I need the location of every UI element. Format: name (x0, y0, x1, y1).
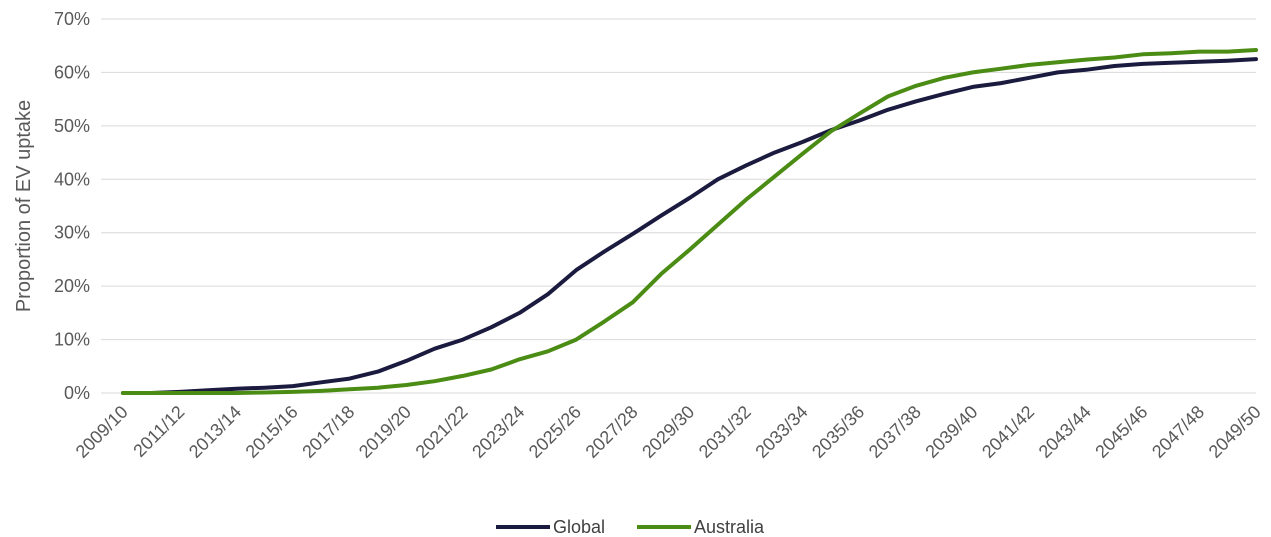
x-tick-label: 2047/48 (1148, 402, 1208, 462)
x-tick-label: 2015/16 (242, 402, 302, 462)
x-tick-label: 2009/10 (72, 402, 132, 462)
x-tick-label: 2025/26 (525, 402, 585, 462)
x-tick-label: 2037/38 (865, 402, 925, 462)
y-tick-label: 60% (54, 62, 90, 82)
series-lines (121, 48, 1258, 395)
x-tick-label: 2043/44 (1035, 402, 1095, 462)
legend-label: Australia (694, 517, 765, 537)
x-tick-label: 2021/22 (412, 402, 472, 462)
x-tick-label: 2039/40 (921, 402, 981, 462)
legend-label: Global (553, 517, 605, 537)
y-tick-label: 20% (54, 276, 90, 296)
x-tick-label: 2023/24 (468, 402, 528, 462)
legend-item-global: Global (496, 517, 605, 537)
x-tick-label: 2035/36 (808, 402, 868, 462)
y-tick-label: 70% (54, 9, 90, 29)
x-tick-label: 2019/20 (355, 402, 415, 462)
y-tick-label: 50% (54, 116, 90, 136)
x-tick-label: 2013/14 (185, 402, 245, 462)
x-tick-label: 2031/32 (695, 402, 755, 462)
y-tick-label: 0% (64, 383, 90, 403)
x-tick-label: 2041/42 (978, 402, 1038, 462)
series-line-global (121, 57, 1258, 395)
y-tick-label: 40% (54, 169, 90, 189)
x-tick-label: 2045/46 (1091, 402, 1151, 462)
y-tick-label: 10% (54, 330, 90, 350)
x-tick-label: 2049/50 (1205, 402, 1265, 462)
legend-item-australia: Australia (637, 517, 765, 537)
x-tick-label: 2029/30 (638, 402, 698, 462)
x-tick-label: 2027/28 (582, 402, 642, 462)
legend: Global Australia (496, 517, 765, 537)
x-tick-label: 2033/34 (751, 402, 811, 462)
x-tick-label: 2011/12 (129, 402, 188, 461)
x-tick-label: 2017/18 (298, 402, 358, 462)
x-axis-tick-labels: 2009/102011/122013/142015/162017/182019/… (72, 402, 1265, 462)
series-line-australia (121, 48, 1258, 395)
y-axis-title: Proportion of EV uptake (13, 100, 35, 312)
y-axis-tick-labels: 0% 10% 20% 30% 40% 50% 60% 70% (54, 9, 90, 403)
gridlines (101, 18, 1256, 394)
y-tick-label: 30% (54, 223, 90, 243)
